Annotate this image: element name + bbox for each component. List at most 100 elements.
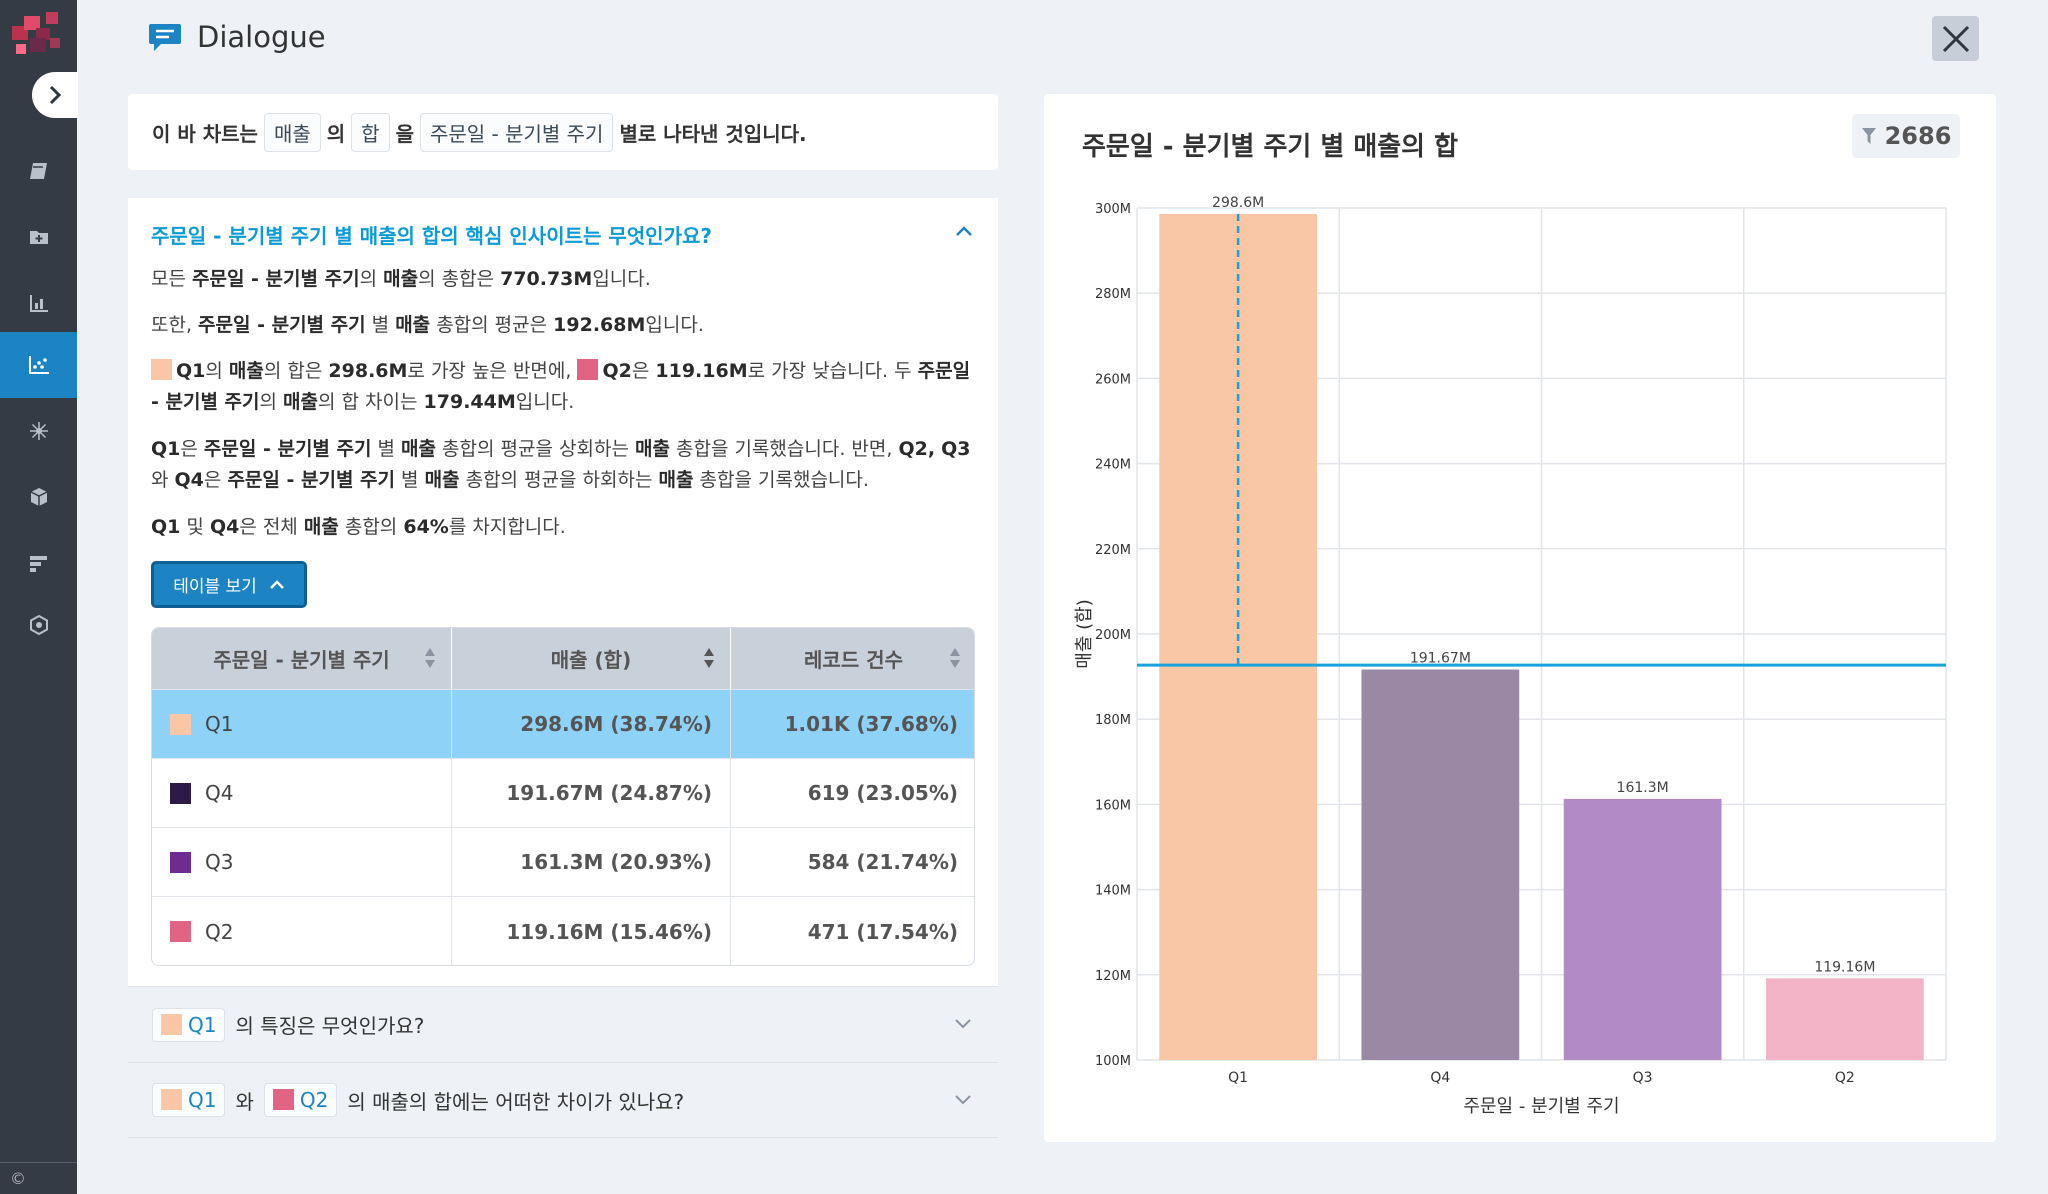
sidebar-item-package[interactable]: [0, 464, 77, 530]
insight-compare: Q1은 주문일 - 분기별 주기 별 매출 총합의 평균을 상회하는 매출 총합…: [151, 438, 971, 491]
sidebar-item-network[interactable]: [0, 398, 77, 464]
sidebar-item-settings[interactable]: [0, 592, 77, 658]
bar-q3: [1563, 798, 1722, 1060]
sidebar: ©: [0, 0, 78, 1194]
sidebar-item-folder[interactable]: [0, 204, 77, 270]
chart-summary: 이 바 차트는 매출 의 합 을 주문일 - 분기별 주기 별로 나타낸 것입니…: [128, 94, 998, 170]
y-tick-label: 280M: [1095, 287, 1131, 302]
scatter-chart-icon: [28, 356, 49, 374]
faq-q1-q2-compare[interactable]: Q1 와 Q2 의 매출의 합에는 어떠한 차이가 있나요?: [128, 1062, 998, 1138]
dimension-chip: 주문일 - 분기별 주기: [419, 112, 614, 152]
bar-value-label: 119.16M: [1814, 959, 1875, 975]
folder-add-icon: [29, 231, 48, 244]
sidebar-item-scatter[interactable]: [0, 332, 77, 398]
aggregation-chip: 합: [351, 112, 390, 152]
insight-panel: 주문일 - 분기별 주기 별 매출의 합의 핵심 인사이트는 무엇인가요? 모든…: [128, 198, 998, 986]
row-swatch: [170, 713, 191, 735]
header-record-count[interactable]: 레코드 건수: [731, 628, 974, 689]
sidebar-item-book[interactable]: [0, 138, 77, 204]
bar-value-label: 191.67M: [1410, 650, 1471, 666]
book-icon: [29, 163, 47, 179]
view-table-button[interactable]: 테이블 보기: [151, 561, 307, 608]
y-tick-label: 220M: [1095, 543, 1131, 558]
insight-share: Q1 및 Q4은 전체 매출 총합의 64%를 차지합니다.: [151, 516, 566, 538]
y-tick-label: 120M: [1095, 969, 1131, 984]
chevron-up-icon: [269, 579, 284, 589]
app-logo: [10, 8, 66, 60]
summary-particle-2: 을: [395, 121, 414, 146]
sidebar-item-chart[interactable]: [0, 270, 77, 336]
header-sales[interactable]: 매출 (합): [452, 628, 731, 689]
y-axis-label: 매출 (합): [1074, 599, 1095, 668]
table-header-row: 주문일 - 분기별 주기 매출 (합) 레코드 건수: [152, 628, 974, 690]
sort-icon[interactable]: [423, 645, 437, 671]
sort-icon[interactable]: [948, 645, 962, 671]
x-tick-label: Q1: [1228, 1070, 1248, 1086]
network-icon: [29, 422, 48, 440]
q1-swatch: [151, 359, 172, 380]
bar-chart: 100M 120M 140M 160M 180M 200M 220M 240M 260M 280M…: [1074, 195, 1947, 1117]
chart-panel: 주문일 - 분기별 주기 별 매출의 합 2686 100M 120M 140M 16…: [1044, 94, 1996, 1142]
row-swatch: [170, 782, 191, 804]
filter-badge[interactable]: 2686: [1852, 114, 1960, 158]
table-row[interactable]: Q4 191.67M (24.87%) 619 (23.05%): [152, 759, 974, 828]
y-tick-label: 140M: [1095, 884, 1131, 899]
chevron-down-icon[interactable]: [954, 1017, 972, 1029]
q1-chip: Q1: [152, 1083, 226, 1117]
insight-min-max: Q1의 매출의 합은 298.6M로 가장 높은 반면에, Q2은 119.16…: [151, 359, 971, 413]
y-tick-label: 100M: [1095, 1054, 1131, 1069]
chevron-right-icon: [49, 85, 62, 105]
chevron-up-icon[interactable]: [954, 224, 974, 238]
filter-icon: [1861, 128, 1876, 144]
summary-particle-1: 의: [326, 121, 346, 146]
chat-bubble-icon: [149, 24, 181, 51]
q1-chip: Q1: [152, 1007, 226, 1042]
y-tick-label: 300M: [1095, 202, 1131, 217]
y-tick-label: 200M: [1095, 628, 1131, 643]
y-tick-label: 260M: [1095, 372, 1131, 387]
faq-text: 의 매출의 합에는 어떠한 차이가 있나요?: [347, 1089, 685, 1114]
bar-value-label: 161.3M: [1617, 780, 1669, 796]
y-tick-label: 240M: [1095, 458, 1131, 473]
insight-total: 모든 주문일 - 분기별 주기의 매출의 총합은 770.73M입니다.: [151, 268, 651, 290]
insight-question[interactable]: 주문일 - 분기별 주기 별 매출의 합의 핵심 인사이트는 무엇인가요?: [151, 224, 712, 248]
sidebar-item-gantt[interactable]: [0, 530, 77, 596]
table-row[interactable]: Q1 298.6M (38.74%) 1.01K (37.68%): [152, 690, 974, 759]
x-tick-label: Q4: [1430, 1070, 1450, 1086]
row-swatch: [170, 851, 191, 873]
measure-chip: 매출: [263, 112, 321, 152]
x-tick-label: Q2: [1835, 1070, 1855, 1086]
summary-prefix: 이 바 차트는: [152, 121, 258, 146]
q2-swatch: [577, 359, 599, 380]
gantt-icon: [29, 556, 47, 572]
summary-suffix: 별로 나타낸 것입니다.: [619, 121, 807, 146]
faq-conjunction: 와: [235, 1089, 254, 1114]
sort-icon[interactable]: [702, 645, 716, 671]
bar-q2: [1765, 978, 1924, 1060]
table-row[interactable]: Q3 161.3M (20.93%) 584 (21.74%): [152, 828, 974, 897]
bar-q4: [1361, 669, 1520, 1060]
chart-title: 주문일 - 분기별 주기 별 매출의 합: [1082, 132, 1459, 162]
close-icon: [1942, 25, 1969, 52]
package-icon: [30, 488, 47, 506]
sidebar-toggle-button[interactable]: [32, 72, 78, 118]
row-swatch: [170, 921, 191, 942]
faq-text: 의 특징은 무엇인가요?: [235, 1014, 425, 1038]
faq-q1-characteristics[interactable]: Q1 의 특징은 무엇인가요?: [128, 986, 998, 1062]
filter-count: 2686: [1884, 122, 1952, 150]
hexagon-gear-icon: [29, 614, 48, 636]
x-tick-label: Q3: [1633, 1070, 1653, 1086]
q2-chip: Q2: [263, 1083, 338, 1117]
chevron-down-icon[interactable]: [954, 1093, 972, 1105]
y-tick-label: 160M: [1095, 798, 1131, 813]
data-table: 주문일 - 분기별 주기 매출 (합) 레코드 건수 Q1 298.6M (38…: [151, 627, 975, 966]
table-row[interactable]: Q2 119.16M (15.46%) 471 (17.54%): [152, 897, 974, 965]
y-tick-label: 180M: [1095, 713, 1131, 728]
dialog-title: Dialogue: [197, 20, 326, 54]
x-axis-label: 주문일 - 분기별 주기: [1463, 1096, 1619, 1117]
close-button[interactable]: [1932, 16, 1979, 61]
bar-chart-icon: [29, 295, 48, 312]
view-table-label: 테이블 보기: [173, 577, 257, 597]
header-dimension[interactable]: 주문일 - 분기별 주기: [152, 628, 452, 689]
bar-value-label: 298.6M: [1212, 195, 1264, 211]
